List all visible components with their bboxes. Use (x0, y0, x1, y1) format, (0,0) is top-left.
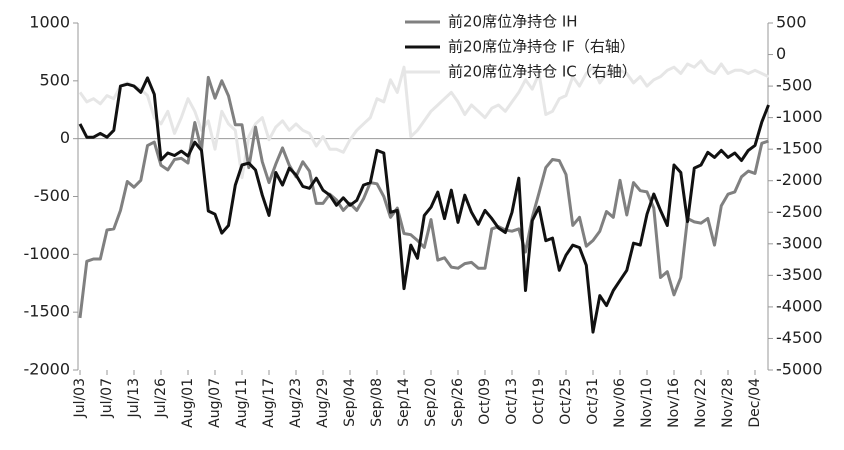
y2-tick-label: -3500 (776, 265, 823, 284)
x-tick-label: Nov/16 (666, 378, 682, 428)
y2-tick-label: -5000 (776, 360, 823, 379)
y2-tick-label: -3000 (776, 233, 823, 252)
legend-label: 前20席位净持仓 IF（右轴） (448, 38, 635, 56)
x-tick-label: Oct/19 (531, 378, 547, 425)
y-tick-label: -1500 (24, 302, 71, 321)
y2-tick-label: -1500 (776, 139, 823, 158)
x-tick-label: Oct/09 (477, 378, 493, 425)
y-tick-label: -2000 (24, 360, 71, 379)
y2-tick-label: 500 (776, 13, 807, 32)
x-tick-label: Sep/20 (423, 378, 439, 427)
legend-label: 前20席位净持仓 IH (448, 13, 578, 31)
series-line (78, 59, 770, 180)
series-line (78, 76, 770, 334)
x-tick-label: Aug/23 (288, 378, 304, 428)
y-tick-label: 500 (39, 70, 70, 89)
x-tick-label: Aug/01 (180, 378, 196, 428)
x-tick-label: Nov/28 (720, 378, 736, 428)
series-line (78, 75, 769, 319)
y-tick-label: 1000 (29, 13, 70, 32)
x-tick-label: Jul/07 (99, 378, 115, 418)
x-tick-label: Sep/14 (396, 378, 412, 427)
x-tick-label: Sep/08 (369, 378, 385, 427)
y2-tick-label: 0 (776, 44, 786, 63)
y-tick-label: 0 (60, 128, 70, 147)
x-tick-label: Nov/10 (639, 378, 655, 428)
y2-tick-label: -4500 (776, 328, 823, 347)
y2-tick-label: -2000 (776, 170, 823, 189)
x-tick-label: Sep/04 (342, 378, 358, 427)
x-tick-label: Dec/04 (747, 378, 763, 428)
x-tick-label: Aug/07 (207, 378, 223, 428)
x-tick-label: Oct/31 (585, 378, 601, 425)
y2-tick-label: -2500 (776, 202, 823, 221)
x-tick-label: Sep/26 (450, 378, 466, 427)
y-tick-label: -1000 (24, 244, 71, 263)
x-tick-label: Aug/11 (234, 378, 250, 428)
y-tick-label: -500 (34, 186, 70, 205)
x-tick-label: Aug/17 (261, 378, 277, 428)
y2-tick-label: -500 (776, 76, 812, 95)
y2-tick-label: -4000 (776, 296, 823, 315)
x-tick-label: Oct/25 (558, 378, 574, 425)
x-tick-label: Jul/13 (126, 378, 142, 418)
x-tick-label: Aug/29 (315, 378, 331, 428)
y2-tick-label: -1000 (776, 107, 823, 126)
x-tick-label: Nov/22 (693, 378, 709, 428)
x-tick-label: Oct/13 (504, 378, 520, 425)
x-tick-label: Jul/03 (72, 378, 88, 418)
x-tick-label: Nov/06 (612, 378, 628, 428)
x-tick-label: Jul/26 (153, 378, 169, 419)
legend-label: 前20席位净持仓 IC（右轴） (448, 63, 637, 81)
